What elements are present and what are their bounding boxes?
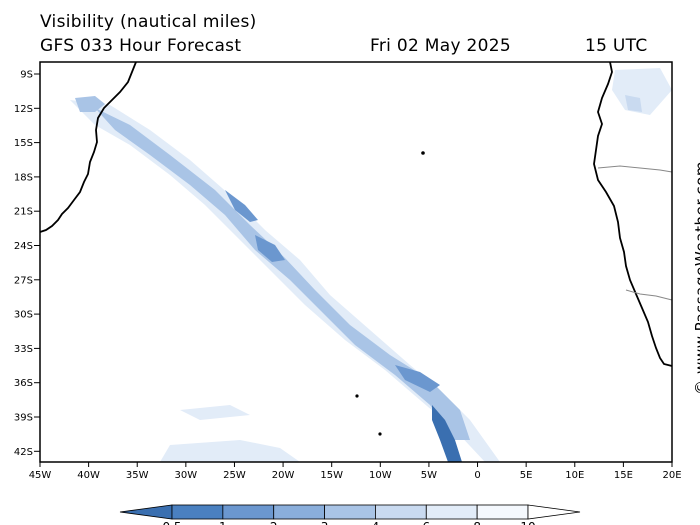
passageweather-credit: © www.PassageWeather.com bbox=[692, 160, 700, 395]
colorbar-segment bbox=[273, 504, 325, 520]
colorbar-label: 3 bbox=[321, 520, 329, 525]
lat-tick-label: 24S bbox=[14, 241, 33, 252]
colorbar-segment bbox=[324, 504, 376, 520]
colorbar-segment bbox=[222, 504, 275, 520]
lon-tick-label: 10W bbox=[369, 470, 392, 481]
lon-tick-label: 45W bbox=[29, 470, 52, 481]
lat-tick-label: 18S bbox=[14, 172, 33, 183]
latitude-axis: 9S 12S 15S 18S 21S 24S 27S 30S 33S 36S 39S 42S bbox=[14, 70, 40, 458]
lat-tick-label: 36S bbox=[14, 378, 33, 389]
lon-tick-label: 35W bbox=[126, 470, 149, 481]
colorbar-segment bbox=[375, 504, 427, 520]
colorbar-label: 2 bbox=[270, 520, 278, 525]
visibility-patch-dense bbox=[432, 405, 462, 462]
lon-tick-label: 5W bbox=[421, 470, 437, 481]
country-borders bbox=[597, 165, 673, 301]
colorbar-max-arrow bbox=[527, 504, 581, 520]
colorbar-label: 8 bbox=[473, 520, 481, 525]
south-america-coastline bbox=[39, 61, 137, 233]
lon-tick-label: 25W bbox=[223, 470, 246, 481]
visibility-patch-ne bbox=[625, 95, 642, 112]
colorbar-segment bbox=[425, 504, 478, 520]
longitude-axis: 45W 40W 35W 30W 25W 20W 15W 10W 5W 0 5E 10E 15E 20E bbox=[29, 462, 682, 481]
lat-tick-label: 42S bbox=[14, 447, 33, 458]
border-angola-namibia bbox=[597, 165, 673, 173]
forecast-time: 15 UTC bbox=[585, 36, 648, 56]
map-title: Visibility (nautical miles) bbox=[40, 12, 257, 32]
visibility-patch-ne bbox=[612, 68, 672, 115]
coastlines bbox=[39, 61, 673, 367]
africa-coastline bbox=[593, 61, 673, 367]
visibility-patch bbox=[225, 190, 258, 222]
forecast-date: Fri 02 May 2025 bbox=[370, 36, 512, 56]
visibility-patch bbox=[255, 235, 285, 262]
lat-tick-label: 9S bbox=[20, 70, 33, 81]
lon-tick-label: 5E bbox=[520, 470, 533, 481]
visibility-patch bbox=[75, 96, 105, 112]
visibility-field bbox=[70, 68, 672, 462]
colorbar-label: 0.5 bbox=[162, 520, 181, 525]
visibility-patch-south bbox=[180, 405, 250, 420]
tristan-da-cunha-island bbox=[355, 394, 359, 398]
lon-tick-label: 40W bbox=[77, 470, 100, 481]
visibility-colorbar: 0.5 1 2 3 4 6 8 10 bbox=[119, 504, 581, 525]
colorbar-label: 1 bbox=[219, 520, 227, 525]
colorbar-label: 6 bbox=[422, 520, 430, 525]
lon-tick-label: 0 bbox=[474, 470, 480, 481]
visibility-patch-south bbox=[160, 440, 300, 462]
st-helena-island bbox=[421, 151, 425, 155]
lon-tick-label: 10E bbox=[565, 470, 584, 481]
lon-tick-label: 15W bbox=[320, 470, 343, 481]
lat-tick-label: 21S bbox=[14, 207, 33, 218]
forecast-subtitle: GFS 033 Hour Forecast bbox=[40, 36, 242, 56]
map-frame bbox=[39, 61, 673, 463]
colorbar-min-arrow bbox=[119, 504, 173, 520]
lat-tick-label: 33S bbox=[14, 344, 33, 355]
lat-tick-label: 12S bbox=[14, 104, 33, 115]
visibility-band-mid bbox=[95, 108, 470, 440]
lon-tick-label: 15E bbox=[614, 470, 633, 481]
colorbar-label: 4 bbox=[372, 520, 380, 525]
colorbar-segment bbox=[171, 504, 224, 520]
lat-tick-label: 30S bbox=[14, 310, 33, 321]
colorbar-segment bbox=[476, 504, 529, 520]
lat-tick-label: 39S bbox=[14, 413, 33, 424]
border-namibia-south-africa bbox=[625, 289, 673, 301]
visibility-patch bbox=[395, 365, 440, 392]
colorbar-label: 10 bbox=[520, 520, 535, 525]
lon-tick-label: 20W bbox=[272, 470, 295, 481]
lat-tick-label: 27S bbox=[14, 275, 33, 286]
lon-tick-label: 20E bbox=[662, 470, 681, 481]
lon-tick-label: 30W bbox=[175, 470, 198, 481]
gough-island bbox=[378, 432, 382, 436]
lat-tick-label: 15S bbox=[14, 138, 33, 149]
